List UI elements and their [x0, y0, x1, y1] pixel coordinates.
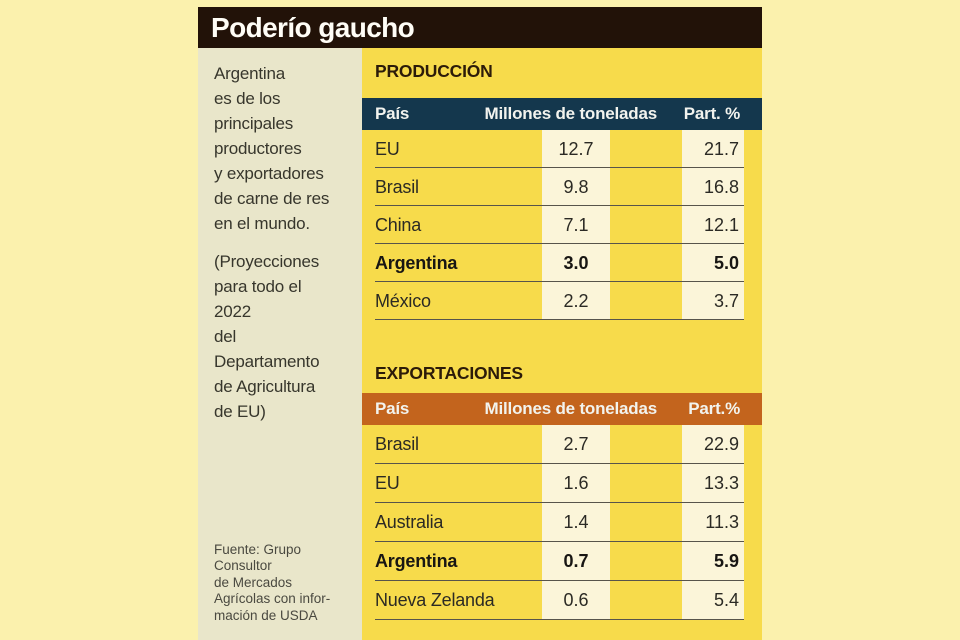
column-header-tonnes: Millones de toneladas	[484, 104, 658, 123]
country-cell: EU	[375, 473, 400, 493]
production-table-header: País Millones de toneladas Part. %	[362, 98, 762, 130]
country-cell: EU	[375, 138, 400, 159]
column-header-country: País	[375, 104, 410, 123]
table-row: Brasil 2.7 22.9	[362, 425, 762, 464]
table-row: EU 12.7 21.7	[362, 130, 762, 168]
share-cell: 16.8	[682, 168, 744, 206]
tonnes-cell: 9.8	[542, 168, 610, 206]
share-cell: 12.1	[682, 206, 744, 244]
share-cell: 5.4	[682, 581, 744, 620]
country-cell: Nueva Zelanda	[375, 590, 495, 610]
share-cell: 3.7	[682, 282, 744, 320]
column-header-share: Part.%	[688, 399, 740, 418]
tonnes-cell: 3.0	[542, 244, 610, 282]
page-title: Poderío gaucho	[211, 11, 415, 43]
row-edge	[744, 206, 762, 244]
column-gap	[610, 244, 682, 282]
column-gap	[610, 206, 682, 244]
row-edge	[744, 425, 762, 464]
source-credit: Fuente: Grupo Consultor de Mercados Agrí…	[214, 541, 331, 623]
country-cell: Brasil	[375, 176, 419, 197]
share-cell: 21.7	[682, 130, 744, 168]
table-row: México 2.2 3.7	[362, 282, 762, 320]
production-table-body: EU 12.7 21.7 Brasil 9.8 16.8 China 7.1 1…	[362, 130, 762, 320]
tonnes-cell: 12.7	[542, 130, 610, 168]
share-cell: 11.3	[682, 503, 744, 542]
column-gap	[610, 503, 682, 542]
row-edge	[744, 244, 762, 282]
tonnes-cell: 2.2	[542, 282, 610, 320]
share-cell: 13.3	[682, 464, 744, 503]
row-edge	[744, 464, 762, 503]
column-gap	[610, 581, 682, 620]
tonnes-cell: 1.4	[542, 503, 610, 542]
column-header-share: Part. %	[683, 104, 740, 123]
column-gap	[610, 425, 682, 464]
country-cell: Australia	[375, 512, 444, 532]
column-gap	[610, 282, 682, 320]
table-row: China 7.1 12.1	[362, 206, 762, 244]
tonnes-cell: 0.7	[542, 542, 610, 581]
tables-panel: PRODUCCIÓN País Millones de toneladas Pa…	[362, 48, 762, 640]
column-header-tonnes: Millones de toneladas	[484, 399, 658, 418]
table-row: Brasil 9.8 16.8	[362, 168, 762, 206]
country-cell: México	[375, 290, 431, 311]
row-edge	[744, 503, 762, 542]
tonnes-cell: 7.1	[542, 206, 610, 244]
share-cell: 5.9	[682, 542, 744, 581]
share-cell: 22.9	[682, 425, 744, 464]
column-gap	[610, 168, 682, 206]
column-gap	[610, 542, 682, 581]
table-row: EU 1.6 13.3	[362, 464, 762, 503]
section-label-production: PRODUCCIÓN	[375, 61, 493, 81]
intro-text: Argentina es de los principales producto…	[214, 64, 330, 233]
row-edge	[744, 542, 762, 581]
column-gap	[610, 130, 682, 168]
row-edge	[744, 282, 762, 320]
country-cell: China	[375, 214, 422, 235]
title-bar: Poderío gaucho	[198, 7, 762, 48]
share-cell: 5.0	[682, 244, 744, 282]
table-row-highlighted: Argentina 3.0 5.0	[362, 244, 762, 282]
country-cell: Brasil	[375, 434, 419, 454]
tonnes-cell: 1.6	[542, 464, 610, 503]
table-row: Nueva Zelanda 0.6 5.4	[362, 581, 762, 620]
tonnes-cell: 2.7	[542, 425, 610, 464]
tonnes-cell: 0.6	[542, 581, 610, 620]
country-cell: Argentina	[375, 551, 458, 571]
row-edge	[744, 168, 762, 206]
sidebar: Argentina es de los principales producto…	[198, 48, 362, 640]
row-edge	[744, 130, 762, 168]
exports-table-body: Brasil 2.7 22.9 EU 1.6 13.3 Australia 1.…	[362, 425, 762, 620]
section-label-exports: EXPORTACIONES	[375, 363, 523, 383]
table-row-highlighted: Argentina 0.7 5.9	[362, 542, 762, 581]
table-row: Australia 1.4 11.3	[362, 503, 762, 542]
country-cell: Argentina	[375, 252, 458, 273]
projection-note: (Proyecciones para todo el 2022 del Depa…	[214, 252, 320, 421]
column-gap	[610, 464, 682, 503]
exports-table-header: País Millones de toneladas Part.%	[362, 393, 762, 425]
row-edge	[744, 581, 762, 620]
column-header-country: País	[375, 399, 410, 418]
